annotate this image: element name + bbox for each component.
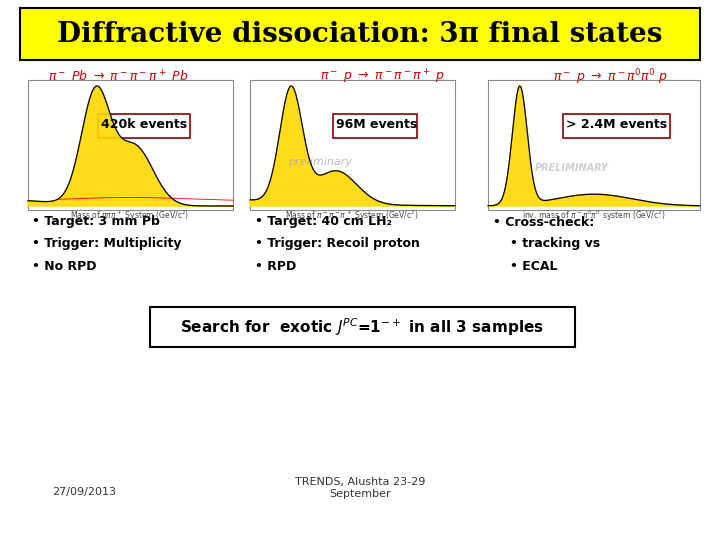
Text: 420k events: 420k events [101, 118, 187, 132]
Polygon shape [488, 86, 700, 206]
Text: $\pi^-$ p $\rightarrow$ $\pi^-\pi^-\pi^+$ p: $\pi^-$ p $\rightarrow$ $\pi^-\pi^-\pi^+… [320, 68, 446, 86]
Text: • ECAL: • ECAL [510, 260, 557, 273]
Text: • tracking vs: • tracking vs [510, 238, 600, 251]
Polygon shape [28, 86, 233, 206]
Text: Search for  exotic $J^{PC}$=1$^{-+}$ in all 3 samples: Search for exotic $J^{PC}$=1$^{-+}$ in a… [180, 316, 544, 338]
Text: PRELIMINARY: PRELIMINARY [535, 163, 609, 173]
Text: 96M events: 96M events [336, 118, 418, 132]
Text: Mass of $\pi^-\pi^-\pi^+$ System (GeV/c$^2$): Mass of $\pi^-\pi^-\pi^+$ System (GeV/c$… [285, 209, 419, 223]
FancyBboxPatch shape [488, 80, 700, 210]
Text: • Target: 40 cm LH₂: • Target: 40 cm LH₂ [255, 215, 392, 228]
FancyBboxPatch shape [98, 114, 190, 138]
Text: Mass of $\pi\pi\pi^+$ System (GeV/c$^2$): Mass of $\pi\pi\pi^+$ System (GeV/c$^2$) [71, 209, 189, 223]
Text: • Trigger: Recoil proton: • Trigger: Recoil proton [255, 238, 420, 251]
FancyBboxPatch shape [150, 307, 575, 347]
Text: • RPD: • RPD [255, 260, 296, 273]
Text: > 2.4M events: > 2.4M events [566, 118, 667, 132]
FancyBboxPatch shape [333, 114, 417, 138]
FancyBboxPatch shape [28, 80, 233, 210]
Text: $\pi^-$ Pb $\rightarrow$ $\pi^-\pi^-\pi^+$ Pb: $\pi^-$ Pb $\rightarrow$ $\pi^-\pi^-\pi^… [48, 69, 188, 85]
FancyBboxPatch shape [20, 8, 700, 60]
Text: 27/09/2013: 27/09/2013 [52, 487, 116, 497]
Text: Diffractive dissociation: 3π final states: Diffractive dissociation: 3π final state… [58, 21, 662, 48]
Text: • Cross-check:: • Cross-check: [493, 215, 594, 228]
Text: • No RPD: • No RPD [32, 260, 96, 273]
Text: preliminary: preliminary [288, 157, 352, 167]
Text: inv. mass of $\pi^-\pi^0\pi^0$ system (GeV/c$^2$): inv. mass of $\pi^-\pi^0\pi^0$ system (G… [522, 209, 666, 223]
Text: $\pi^-$ p $\rightarrow$ $\pi^-\pi^0\pi^0$ p: $\pi^-$ p $\rightarrow$ $\pi^-\pi^0\pi^0… [552, 67, 667, 87]
FancyBboxPatch shape [563, 114, 670, 138]
Polygon shape [250, 86, 455, 206]
Text: • Trigger: Multiplicity: • Trigger: Multiplicity [32, 238, 181, 251]
FancyBboxPatch shape [250, 80, 455, 210]
Text: TRENDS, Alushta 23-29
September: TRENDS, Alushta 23-29 September [294, 477, 426, 499]
Text: • Target: 3 mm Pb: • Target: 3 mm Pb [32, 215, 160, 228]
